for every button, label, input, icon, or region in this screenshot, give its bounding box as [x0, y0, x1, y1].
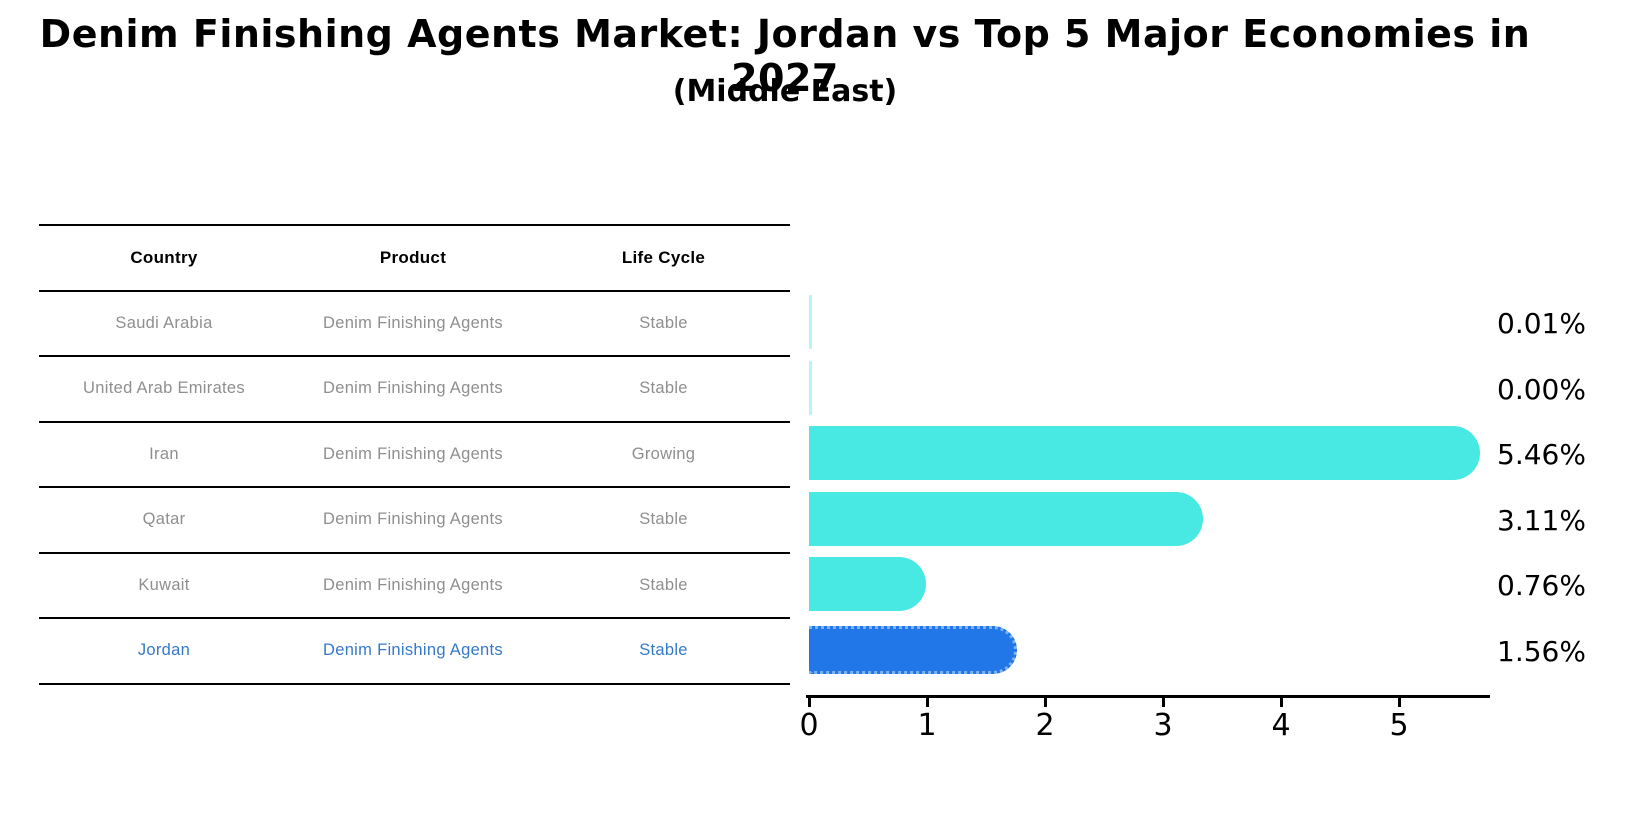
- table-cell-lifecycle: Stable: [639, 575, 688, 594]
- bar-value-label: 0.01%: [1497, 307, 1586, 340]
- table-cell-lifecycle: Growing: [631, 444, 696, 463]
- x-axis-tick-label: 2: [1035, 708, 1055, 743]
- x-axis-tick: [1044, 697, 1047, 707]
- table-cell-lifecycle: Stable: [639, 379, 688, 398]
- bar-value-label: 1.56%: [1497, 634, 1586, 668]
- table-cell-product: Denim Finishing Agents: [323, 641, 503, 660]
- bar-united-arab-emirates: [809, 360, 812, 415]
- table-header-row: Country Product Life Cycle: [39, 226, 790, 292]
- table-cell-country: United Arab Emirates: [83, 379, 245, 398]
- x-axis-tick-label: 3: [1153, 708, 1173, 743]
- table-row-jordan: Jordan Denim Finishing Agents Stable: [39, 619, 790, 685]
- bar-value-label: 0.76%: [1497, 569, 1586, 602]
- table-cell-country: Qatar: [142, 510, 186, 529]
- x-axis-tick: [1398, 697, 1401, 707]
- x-axis-tick: [808, 697, 811, 707]
- bar-value-label: 0.00%: [1497, 372, 1586, 406]
- table-header-product: Product: [379, 247, 447, 267]
- bar-jordan: [809, 625, 1018, 674]
- bar-kuwait: [809, 557, 926, 611]
- table-row-iran: Iran Denim Finishing Agents Growing: [39, 423, 790, 488]
- table-cell-country: Jordan: [137, 641, 191, 660]
- table-cell-product: Denim Finishing Agents: [323, 313, 503, 332]
- x-axis-tick: [1162, 697, 1165, 707]
- x-axis-tick-label: 4: [1271, 708, 1291, 743]
- table-header-lifecycle: Life Cycle: [621, 247, 706, 267]
- table-header-country: Country: [130, 247, 198, 267]
- bar-qatar: [809, 491, 1203, 546]
- table-cell-country: Iran: [149, 444, 179, 463]
- chart-title: Denim Finishing Agents Market: Jordan vs…: [39, 12, 1531, 100]
- table-row-kuwait: Kuwait Denim Finishing Agents Stable: [39, 554, 790, 619]
- bar-saudi-arabia: [809, 295, 812, 349]
- x-axis-tick-label: 5: [1389, 708, 1409, 743]
- table-cell-country: Kuwait: [138, 575, 190, 594]
- table-cell-product: Denim Finishing Agents: [323, 575, 503, 594]
- x-axis-line: [806, 695, 1490, 698]
- bar-value-label: 3.11%: [1497, 503, 1586, 537]
- table-cell-product: Denim Finishing Agents: [323, 444, 503, 463]
- x-axis-tick: [926, 697, 929, 707]
- country-table: Country Product Life Cycle Saudi Arabia …: [39, 224, 790, 685]
- table-cell-product: Denim Finishing Agents: [323, 510, 503, 529]
- x-axis-tick: [1280, 697, 1283, 707]
- table-cell-lifecycle: Stable: [639, 641, 688, 660]
- table-cell-product: Denim Finishing Agents: [323, 379, 503, 398]
- table-cell-lifecycle: Stable: [639, 510, 688, 529]
- x-axis-tick-label: 1: [917, 708, 937, 743]
- chart-subtitle: (Middle East): [672, 74, 898, 109]
- bar-value-label: 5.46%: [1497, 438, 1586, 471]
- table-row-united-arab-emirates: United Arab Emirates Denim Finishing Age…: [39, 357, 790, 423]
- bar-iran: [809, 426, 1481, 480]
- table-cell-country: Saudi Arabia: [115, 313, 213, 332]
- table-row-qatar: Qatar Denim Finishing Agents Stable: [39, 488, 790, 554]
- table-row-saudi-arabia: Saudi Arabia Denim Finishing Agents Stab…: [39, 292, 790, 357]
- table-cell-lifecycle: Stable: [639, 313, 688, 332]
- x-axis-tick-label: 0: [799, 708, 819, 743]
